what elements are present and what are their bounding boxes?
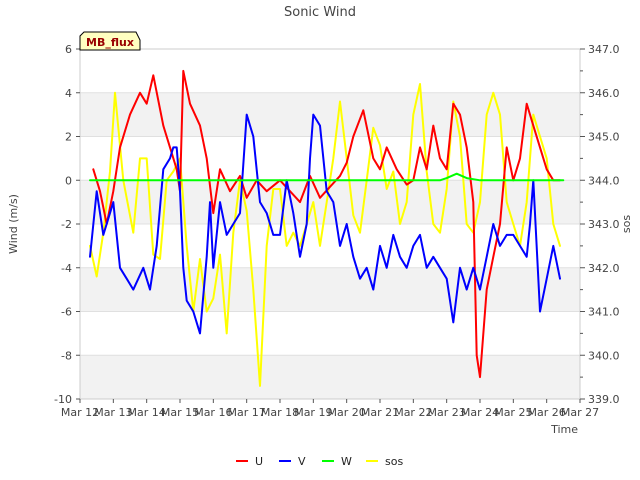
plot-band bbox=[80, 311, 580, 356]
y2-tick-label: 342.0 bbox=[588, 262, 620, 275]
chart-title: Sonic Wind bbox=[284, 5, 356, 20]
badge-label: MB_flux bbox=[86, 36, 134, 49]
y-tick-label: -6 bbox=[61, 306, 72, 319]
y2-tick-label: 345.0 bbox=[588, 131, 620, 144]
y2-tick-label: 341.0 bbox=[588, 306, 620, 319]
plot-band bbox=[80, 355, 580, 399]
legend-label-w: W bbox=[341, 455, 352, 468]
x-tick-label: Mar 21 bbox=[361, 406, 399, 419]
y2-tick-label: 346.0 bbox=[588, 87, 620, 100]
y2-tick-label: 347.0 bbox=[588, 43, 620, 56]
x-tick-label: Mar 16 bbox=[194, 406, 232, 419]
legend-label-u: U bbox=[255, 455, 263, 468]
y-tick-label: -10 bbox=[54, 393, 72, 406]
y2-tick-label: 340.0 bbox=[588, 349, 620, 362]
y-tick-label: 0 bbox=[65, 174, 72, 187]
plot-band bbox=[80, 267, 580, 312]
y2-tick-label: 344.0 bbox=[588, 174, 620, 187]
y-axis-left: -10 -8 -6 -4 -2 0 2 4 6 bbox=[54, 43, 80, 406]
plot-band bbox=[80, 92, 580, 137]
y2-axis-label: sos bbox=[620, 215, 633, 233]
x-tick-label: Mar 27 bbox=[561, 406, 599, 419]
y-axis-label: Wind (m/s) bbox=[7, 194, 20, 254]
x-tick-label: Mar 20 bbox=[328, 406, 366, 419]
y-tick-label: -4 bbox=[61, 262, 72, 275]
x-tick-label: Mar 24 bbox=[461, 406, 499, 419]
badge-shape bbox=[79, 31, 141, 51]
y-tick-label: -2 bbox=[61, 218, 72, 231]
x-tick-label: Mar 13 bbox=[94, 406, 132, 419]
y-axis-right: 339.0 340.0 341.0 342.0 343.0 344.0 345.0 346.0… bbox=[580, 43, 620, 406]
y-tick-label: 4 bbox=[65, 87, 72, 100]
y2-tick-label: 339.0 bbox=[588, 393, 620, 406]
x-tick-label: Mar 22 bbox=[394, 406, 432, 419]
legend-label-sos: sos bbox=[385, 455, 403, 468]
series-line-v bbox=[89, 113, 561, 335]
x-tick-label: Mar 26 bbox=[528, 406, 566, 419]
x-tick-label: Mar 23 bbox=[428, 406, 466, 419]
plot-background-bands bbox=[80, 49, 580, 399]
x-tick-label: Mar 18 bbox=[261, 406, 299, 419]
x-tick-label: Mar 14 bbox=[128, 406, 166, 419]
x-tick-label: Mar 12 bbox=[61, 406, 99, 419]
series-line-sos bbox=[89, 83, 561, 387]
y-tick-label: 2 bbox=[65, 131, 72, 144]
series-line-u bbox=[92, 69, 561, 379]
series-layer bbox=[89, 69, 565, 387]
mb-flux-badge: MB_flux bbox=[79, 31, 141, 51]
y2-tick-label: 343.0 bbox=[588, 218, 620, 231]
x-tick-label: Mar 25 bbox=[494, 406, 532, 419]
legend-label-v: V bbox=[298, 455, 306, 468]
series-line-w bbox=[89, 172, 565, 182]
y-tick-label: 6 bbox=[65, 43, 72, 56]
plot-band bbox=[80, 49, 580, 93]
x-tick-label: Mar 19 bbox=[294, 406, 332, 419]
x-tick-label: Mar 15 bbox=[161, 406, 199, 419]
x-tick-label: Mar 17 bbox=[228, 406, 266, 419]
x-axis-label: Time bbox=[550, 423, 578, 436]
y-tick-label: -8 bbox=[61, 349, 72, 362]
